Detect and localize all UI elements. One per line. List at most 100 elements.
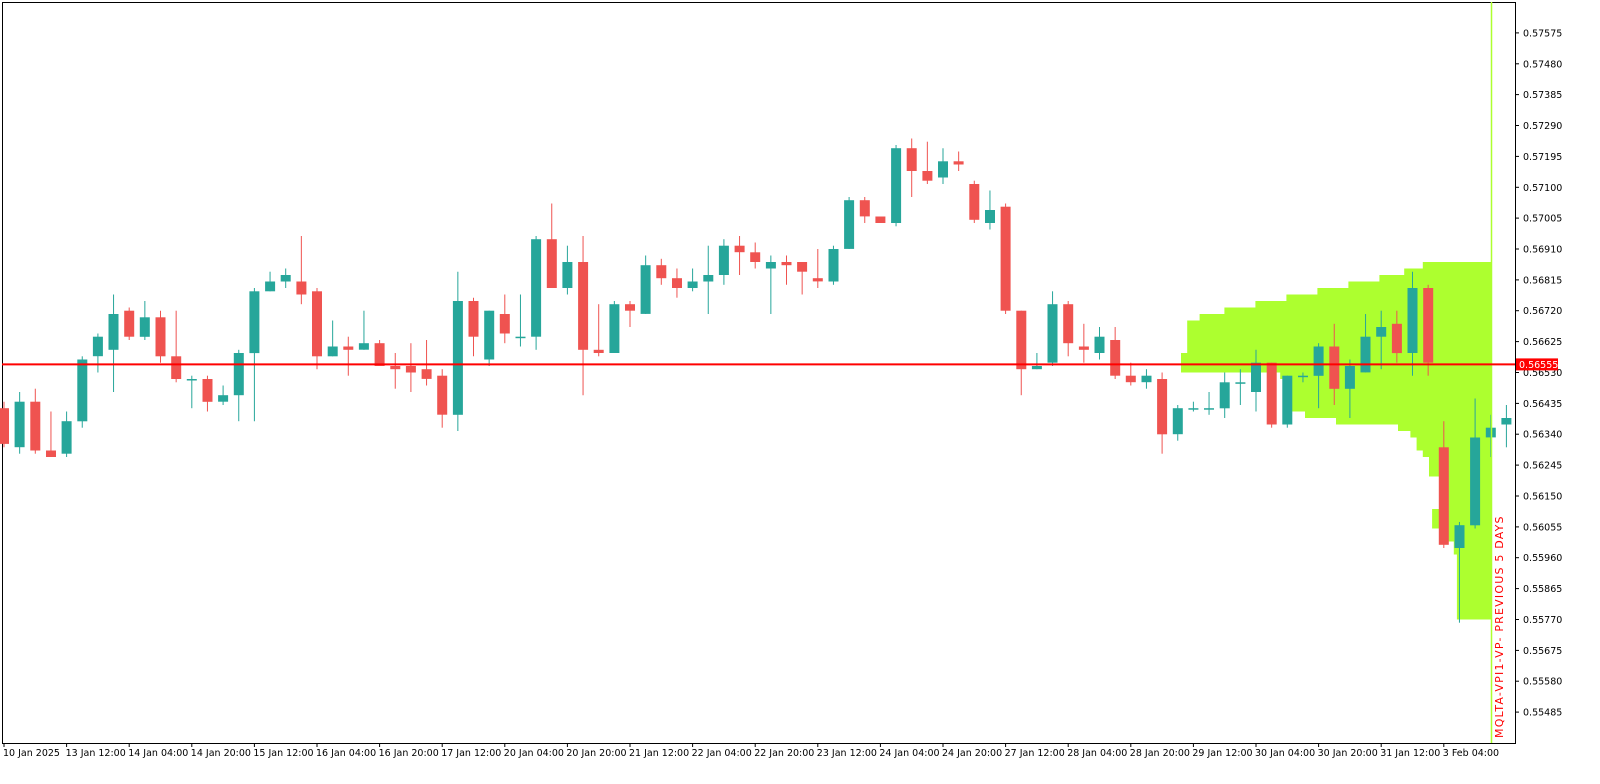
volume-profile-bar xyxy=(1456,613,1491,620)
x-tick-label: 3 Feb 04:00 xyxy=(1443,748,1499,759)
y-tick-label: 0.55485 xyxy=(1523,708,1562,719)
bear-candle xyxy=(1063,304,1074,344)
bull-candle xyxy=(1141,375,1152,383)
bear-candle xyxy=(1391,323,1402,354)
volume-profile-bar xyxy=(1410,431,1491,438)
volume-profile-bar xyxy=(1416,444,1491,451)
y-tick-label: 0.57385 xyxy=(1523,90,1562,101)
bull-candle xyxy=(609,304,620,353)
bear-candle xyxy=(656,265,667,279)
bear-candle xyxy=(797,262,808,272)
x-tick-label: 24 Jan 04:00 xyxy=(879,748,939,759)
y-tick-label: 0.56625 xyxy=(1523,337,1562,348)
bull-candle xyxy=(640,265,651,314)
volume-profile-bar xyxy=(1456,574,1491,581)
volume-profile-bar xyxy=(1255,301,1491,308)
volume-profile-bar xyxy=(1379,275,1491,282)
y-tick-label: 0.56245 xyxy=(1523,461,1562,472)
bull-candle xyxy=(358,343,369,350)
volume-profile-bar xyxy=(1447,502,1491,509)
volume-profile-bar xyxy=(1453,548,1491,555)
y-tick-label: 0.55580 xyxy=(1523,677,1562,688)
volume-profile-bar xyxy=(1187,340,1491,347)
bull-candle xyxy=(1094,336,1105,353)
bull-candle xyxy=(280,275,291,282)
bear-candle xyxy=(0,408,9,444)
bull-candle xyxy=(265,281,276,292)
time-axis: 10 Jan 2025 13 Jan 12:00 14 Jan 04:00 14 Ja… xyxy=(3,743,1499,759)
bull-candle xyxy=(139,317,150,337)
x-tick-label: 16 Jan 04:00 xyxy=(316,748,376,759)
volume-profile-bar xyxy=(1456,554,1491,561)
volume-profile-bar xyxy=(1286,294,1491,301)
y-tick-label: 0.57575 xyxy=(1523,28,1562,39)
x-tick-label: 17 Jan 12:00 xyxy=(441,748,501,759)
x-tick-label: 10 Jan 2025 xyxy=(3,748,60,759)
volume-profile-bar xyxy=(1456,561,1491,568)
bull-candle xyxy=(327,346,338,357)
bull-candle xyxy=(1470,437,1481,526)
bull-candle xyxy=(1251,362,1261,392)
x-tick-label: 29 Jan 12:00 xyxy=(1192,748,1252,759)
bull-candle xyxy=(1313,346,1324,376)
y-tick-label: 0.55675 xyxy=(1523,646,1562,657)
bull-candle xyxy=(1047,304,1058,363)
bull-candle xyxy=(1219,382,1230,409)
y-tick-label: 0.56150 xyxy=(1523,492,1562,503)
bear-candle xyxy=(922,171,933,181)
bear-candle xyxy=(1438,447,1449,545)
bear-candle xyxy=(1157,379,1168,435)
bear-candle xyxy=(812,278,823,282)
bear-candle xyxy=(593,349,604,353)
current-price-label: 0.56555 xyxy=(1519,360,1558,371)
bull-candle xyxy=(108,314,119,350)
bull-candle xyxy=(14,401,25,448)
volume-profile-bar xyxy=(1456,593,1491,600)
volume-profile-bar xyxy=(1398,424,1491,431)
volume-profile-bar xyxy=(1187,333,1491,340)
bear-candle xyxy=(546,239,557,288)
y-tick-label: 0.57005 xyxy=(1523,214,1562,225)
bear-candle xyxy=(499,314,510,334)
bear-candle xyxy=(30,401,41,451)
volume-profile-bar xyxy=(1441,476,1491,483)
volume-profile-bar xyxy=(1224,307,1491,314)
bear-candle xyxy=(46,450,56,457)
bear-candle xyxy=(1423,288,1434,363)
bull-candle xyxy=(515,336,526,339)
x-tick-label: 22 Jan 20:00 xyxy=(754,748,814,759)
bull-candle xyxy=(765,262,776,269)
volume-profile-bar xyxy=(1432,515,1491,522)
x-tick-label: 30 Jan 04:00 xyxy=(1255,748,1315,759)
y-tick-label: 0.56815 xyxy=(1523,275,1562,286)
x-tick-label: 27 Jan 12:00 xyxy=(1005,748,1065,759)
y-tick-label: 0.56340 xyxy=(1523,430,1562,441)
candles xyxy=(0,138,1512,623)
volume-profile-bar xyxy=(1456,580,1491,587)
volume-profile-bar xyxy=(1456,567,1491,574)
volume-profile-bar xyxy=(1286,398,1491,405)
x-tick-label: 23 Jan 12:00 xyxy=(817,748,877,759)
volume-profile-bar xyxy=(1187,327,1491,334)
bull-candle xyxy=(828,249,839,282)
volume-profile-bar xyxy=(1447,528,1491,535)
volume-profile-bar xyxy=(1447,496,1491,503)
volume-profile-bar xyxy=(1286,379,1491,386)
volume-profile-bar xyxy=(1429,470,1491,477)
x-tick-label: 14 Jan 04:00 xyxy=(128,748,188,759)
x-tick-label: 14 Jan 20:00 xyxy=(191,748,251,759)
bear-candle xyxy=(875,216,886,223)
volume-profile-label: MQLTA-VPI1-VP- PREVIOUS 5 DAYS xyxy=(1493,515,1506,738)
y-tick-label: 0.56910 xyxy=(1523,245,1562,256)
bear-candle xyxy=(124,310,135,337)
y-tick-label: 0.57100 xyxy=(1523,183,1562,194)
volume-profile-bar xyxy=(1336,418,1491,425)
x-tick-label: 22 Jan 04:00 xyxy=(692,748,752,759)
y-tick-label: 0.56530 xyxy=(1523,368,1562,379)
volume-profile-bar xyxy=(1429,463,1491,470)
volume-profile-bar xyxy=(1317,288,1491,295)
bear-candle xyxy=(390,366,401,370)
volume-profile-bar xyxy=(1429,457,1491,464)
